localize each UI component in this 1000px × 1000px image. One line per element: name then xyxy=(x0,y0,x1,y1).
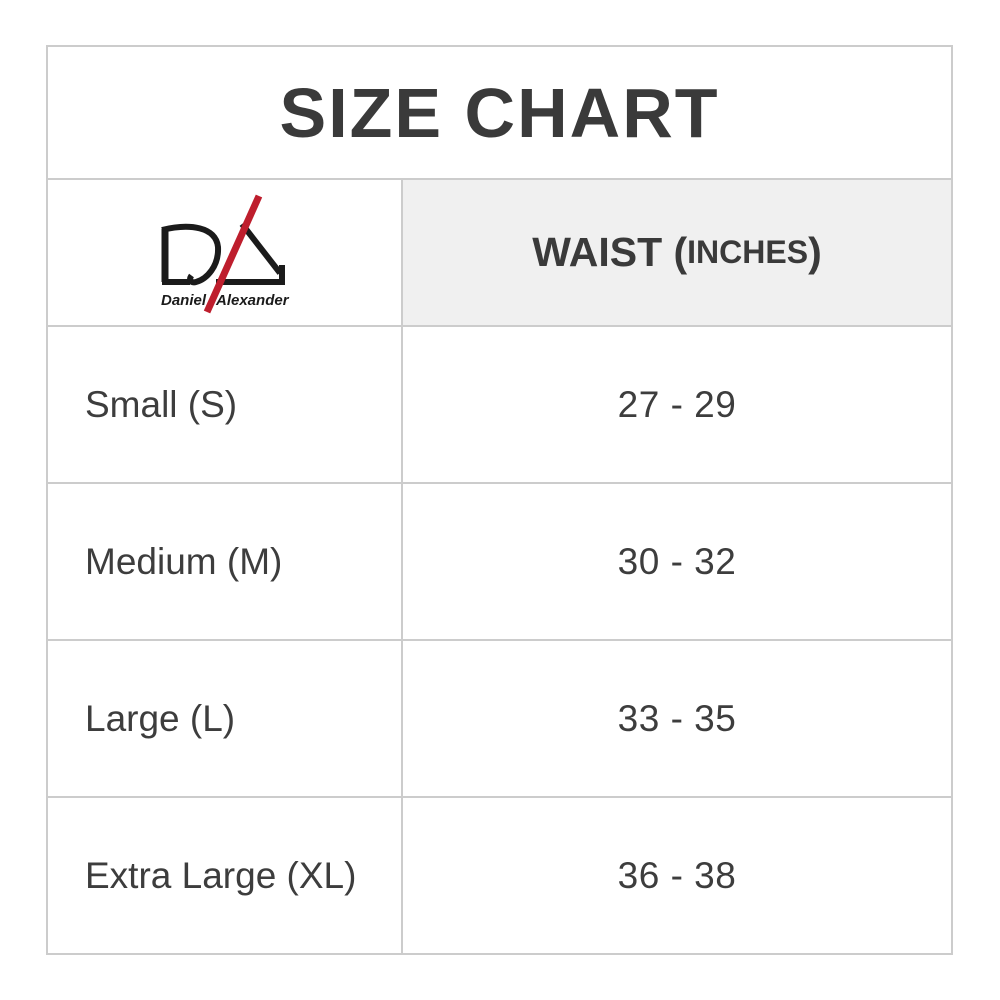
size-chart-title: SIZE CHART xyxy=(279,73,720,152)
logo-d-bowl xyxy=(160,223,221,285)
size-label: Large (L) xyxy=(48,641,401,796)
size-label: Medium (M) xyxy=(48,484,401,639)
logo-red-slash xyxy=(203,194,262,313)
size-label: Small (S) xyxy=(48,327,401,482)
size-chart-table: SIZE CHART Daniel Alexander WAIST (INCHE… xyxy=(46,45,953,955)
logo-text-alexander: Alexander xyxy=(215,292,290,309)
table-row-small: Small (S) 27 - 29 xyxy=(48,325,951,482)
table-row-medium: Medium (M) 30 - 32 xyxy=(48,482,951,639)
waist-value: 30 - 32 xyxy=(401,484,951,639)
logo-text-daniel: Daniel xyxy=(161,292,207,309)
logo-cell: Daniel Alexander xyxy=(48,180,401,325)
size-chart-title-row: SIZE CHART xyxy=(48,47,951,178)
table-row-large: Large (L) 33 - 35 xyxy=(48,639,951,796)
waist-header-unit: INCHES xyxy=(687,234,809,270)
logo-a-base xyxy=(215,264,285,285)
size-label: Extra Large (XL) xyxy=(48,798,401,953)
waist-value: 27 - 29 xyxy=(401,327,951,482)
table-row-extra-large: Extra Large (XL) 36 - 38 xyxy=(48,796,951,953)
waist-value: 33 - 35 xyxy=(401,641,951,796)
table-header-row: Daniel Alexander WAIST (INCHES) xyxy=(48,178,951,325)
daniel-alexander-logo-icon: Daniel Alexander xyxy=(160,194,290,313)
logo-a-diagonal xyxy=(239,221,282,275)
waist-header-close: ) xyxy=(808,229,822,275)
waist-header-label: WAIST ( xyxy=(532,229,688,275)
waist-header-cell: WAIST (INCHES) xyxy=(401,180,951,325)
waist-value: 36 - 38 xyxy=(401,798,951,953)
